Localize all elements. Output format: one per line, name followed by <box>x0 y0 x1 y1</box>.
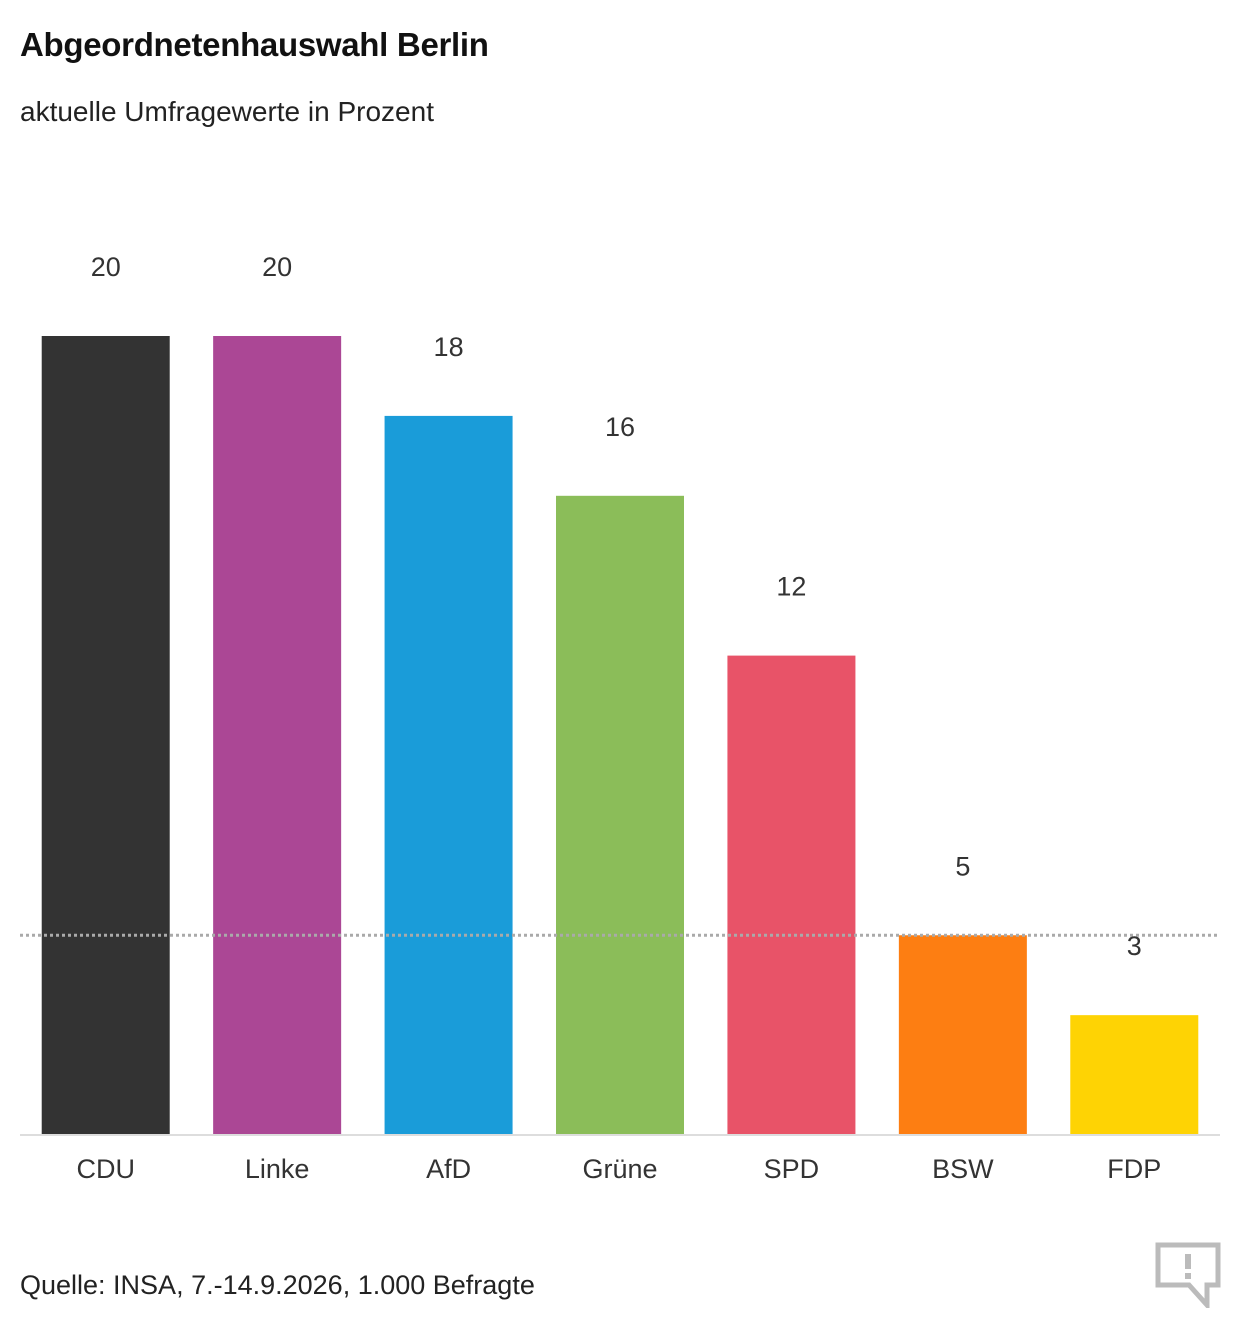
bar-bsw <box>898 935 1027 1135</box>
chart-title: Abgeordnetenhauswahl Berlin <box>20 26 489 63</box>
bar-chart: 20 20 18 16 12 5 3 CDU Linke AfD Grüne SPD BSW FDP <box>20 252 1220 1184</box>
value-label-cdu: 20 <box>91 252 121 282</box>
category-label-linke: Linke <box>245 1154 310 1184</box>
value-label-spd: 12 <box>776 572 806 602</box>
report-flag-icon[interactable] <box>1155 1242 1221 1308</box>
source-note: Quelle: INSA, 7.-14.9.2026, 1.000 Befrag… <box>20 1270 535 1300</box>
category-label-fdp: FDP <box>1107 1154 1161 1184</box>
bar-cdu <box>41 336 170 1135</box>
bar-grüne <box>556 495 684 1135</box>
bar-linke <box>213 336 342 1135</box>
value-label-grüne: 16 <box>605 412 635 442</box>
value-labels-group: 20 20 18 16 12 5 3 <box>91 252 1142 961</box>
bar-afd <box>384 415 513 1135</box>
bar-spd <box>727 655 856 1135</box>
bars-group <box>41 336 1199 1135</box>
category-label-spd: SPD <box>764 1154 820 1184</box>
chart-subtitle: aktuelle Umfragewerte in Prozent <box>20 96 434 127</box>
category-label-bsw: BSW <box>932 1154 994 1184</box>
value-label-afd: 18 <box>434 332 464 362</box>
bar-fdp <box>1070 1015 1199 1135</box>
category-label-grüne: Grüne <box>582 1154 657 1184</box>
value-label-linke: 20 <box>262 252 292 282</box>
value-label-bsw: 5 <box>955 851 970 881</box>
category-labels-group: CDU Linke AfD Grüne SPD BSW FDP <box>76 1154 1161 1184</box>
category-label-cdu: CDU <box>76 1154 135 1184</box>
value-label-fdp: 3 <box>1127 931 1142 961</box>
category-label-afd: AfD <box>426 1154 471 1184</box>
